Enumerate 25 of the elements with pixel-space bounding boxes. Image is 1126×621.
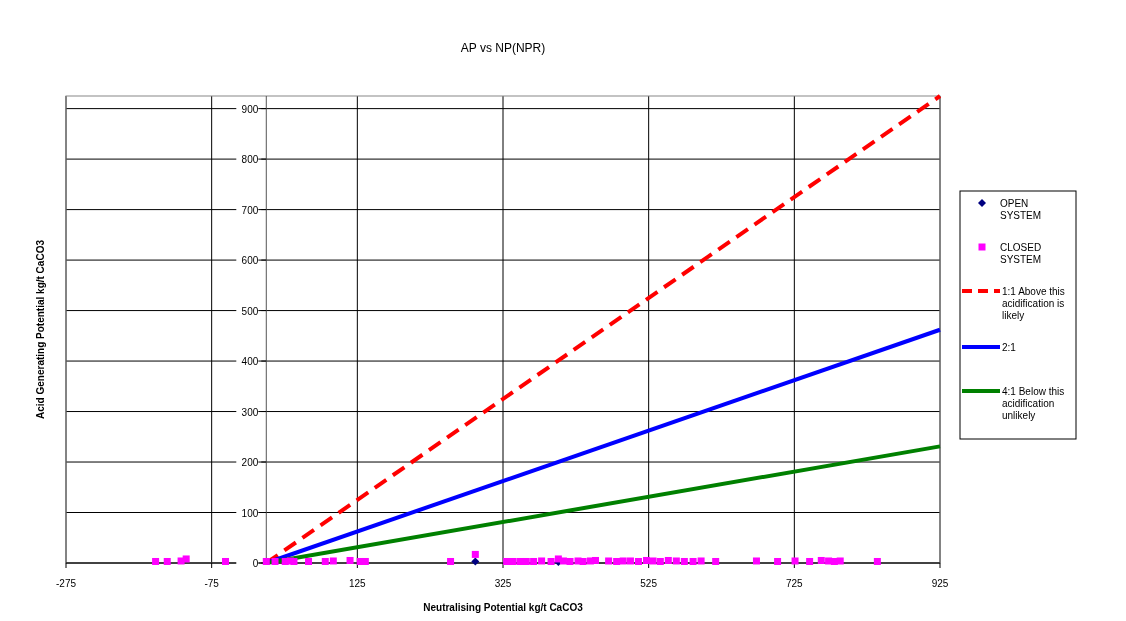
x-tick-label: -275	[55, 578, 77, 589]
y-axis-title: Acid Generating Potential kg/t CaCO3	[35, 239, 46, 419]
y-tick-label: 300	[241, 406, 259, 418]
y-tick-label: 0	[252, 558, 259, 569]
chart-title: AP vs NP(NPR)	[460, 41, 546, 55]
legend-label: CLOSED SYSTEM	[1000, 242, 1042, 265]
y-tick-label: 800	[241, 154, 259, 166]
y-tick-label: 900	[241, 103, 259, 115]
y-tick-label: 500	[241, 305, 259, 317]
y-tick-label: 400	[241, 356, 259, 368]
legend-label: 4:1 Below this acidification unlikely	[1002, 386, 1065, 421]
y-tick-label: 100	[241, 507, 259, 519]
x-tick-label: 925	[931, 578, 949, 589]
x-tick-label: -75	[204, 578, 220, 589]
x-tick-label: 125	[348, 578, 367, 589]
legend-label: OPEN SYSTEM	[1000, 198, 1042, 221]
legend-label: 1:1 Above this acidification is likely	[1002, 286, 1065, 321]
x-tick-label: 325	[494, 578, 512, 589]
y-tick-label: 700	[241, 204, 259, 216]
x-tick-label: 725	[785, 578, 804, 589]
y-tick-label: 600	[241, 255, 259, 267]
x-tick-label: 525	[640, 578, 658, 589]
legend-label: 2:1	[1002, 342, 1017, 353]
x-axis-title: Neutralising Potential kg/t CaCO3	[423, 602, 584, 613]
y-tick-label: 200	[241, 457, 259, 469]
